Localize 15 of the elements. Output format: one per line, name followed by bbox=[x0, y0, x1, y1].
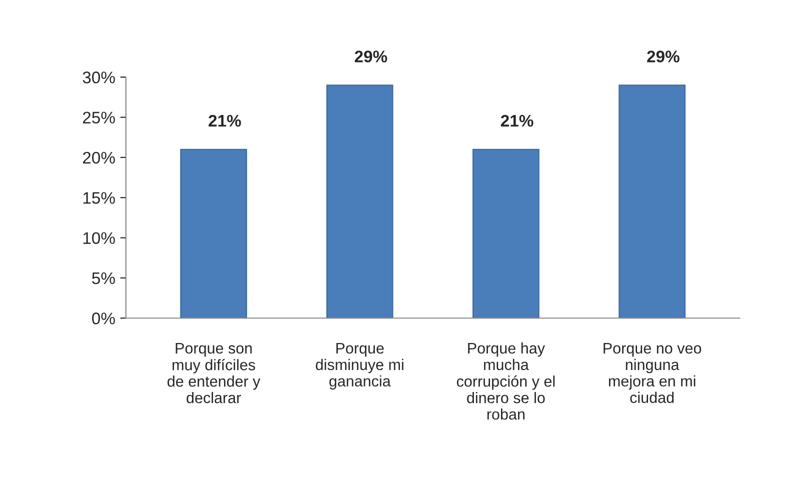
y-tick-label: 15% bbox=[83, 192, 115, 204]
x-tick-label: Porque disminuye mi ganancia bbox=[316, 342, 404, 390]
y-tick-label: 0% bbox=[92, 312, 115, 324]
y-tick-label: 25% bbox=[82, 112, 115, 124]
x-tick-label: Porque hay mucha corrupción y el dinero se lo roban bbox=[456, 342, 555, 420]
x-tick-label: Porque no veo ninguna mejora en mi ciudad bbox=[604, 342, 702, 404]
y-tick-label: 20% bbox=[82, 152, 115, 164]
data-label: 21% bbox=[500, 114, 534, 127]
data-label: 29% bbox=[647, 50, 680, 62]
data-label: 21% bbox=[208, 114, 241, 127]
y-tick-label: 5% bbox=[92, 272, 115, 284]
x-tick-label: Porque son muy difíciles de entender y declarar bbox=[168, 342, 260, 404]
data-label: 29% bbox=[354, 50, 388, 62]
y-tick-label: 30% bbox=[82, 72, 115, 84]
y-tick-label: 10% bbox=[83, 232, 115, 244]
